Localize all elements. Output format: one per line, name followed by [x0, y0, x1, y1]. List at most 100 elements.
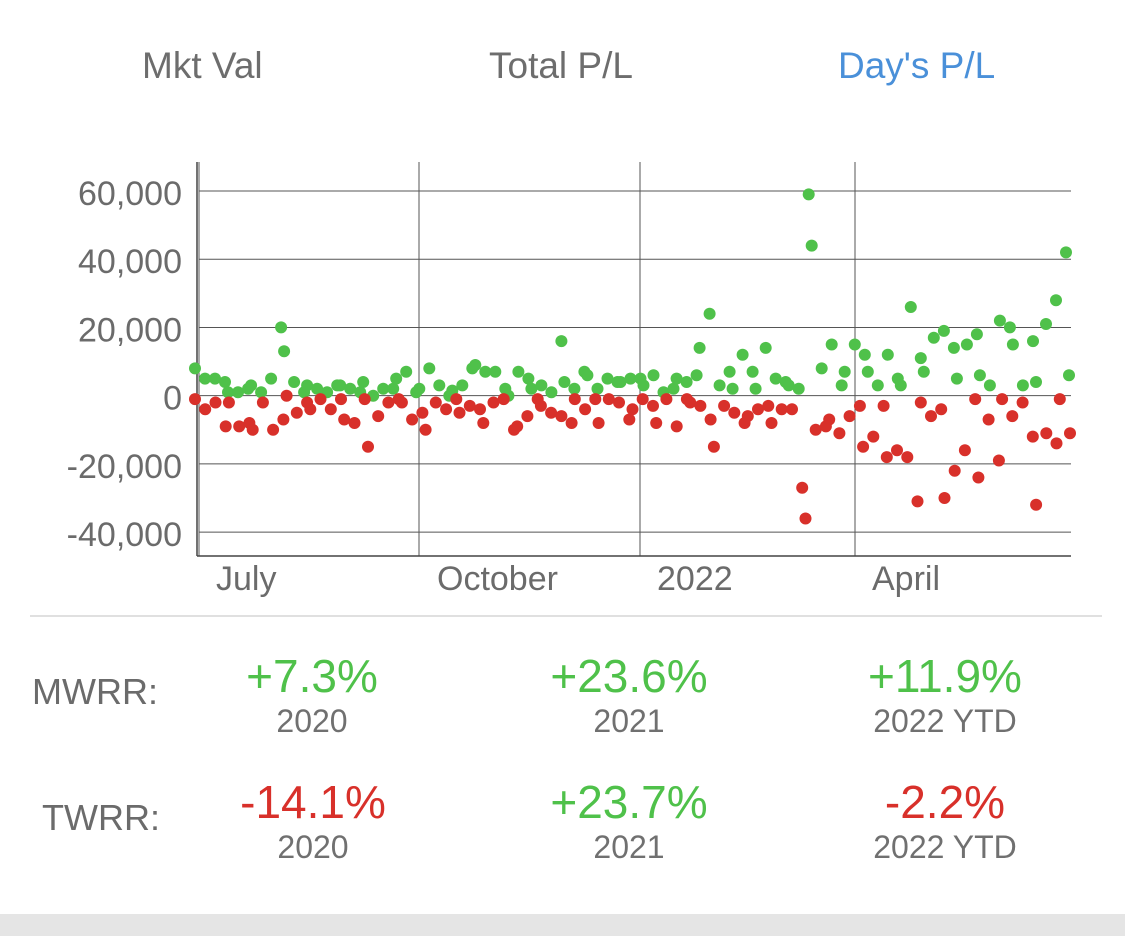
chart-axes	[196, 162, 1071, 557]
gain-point	[522, 372, 535, 385]
loss-point	[246, 423, 259, 436]
gain-point	[881, 348, 894, 361]
loss-point	[752, 403, 764, 416]
gain-point	[1040, 318, 1052, 330]
loss-point	[450, 393, 463, 406]
loss-point	[219, 420, 232, 433]
gain-point	[387, 382, 400, 395]
mwrr-2022-ytd: +11.9% 2022 YTD	[815, 650, 1075, 740]
gain-point	[1063, 369, 1075, 382]
gain-point	[479, 365, 492, 378]
loss-point	[623, 413, 636, 426]
gain-point	[334, 379, 347, 392]
twrr-label: TWRR:	[42, 797, 160, 838]
loss-point	[684, 396, 697, 409]
loss-point	[1030, 498, 1043, 511]
gain-point	[581, 369, 594, 382]
loss-point	[901, 451, 914, 464]
loss-point	[809, 423, 822, 436]
gain-point	[861, 365, 874, 378]
gain-point	[670, 372, 683, 385]
mwrr-2022-ytd-value: +11.9%	[868, 650, 1022, 702]
loss-point	[880, 451, 893, 464]
loss-point	[948, 464, 961, 477]
gain-point	[232, 386, 244, 399]
gain-point	[265, 372, 278, 385]
loss-point	[1040, 427, 1053, 440]
x-axis-ticks: July October 2022 April	[216, 560, 940, 598]
gain-point	[1030, 376, 1042, 388]
loss-point	[521, 410, 534, 423]
loss-point	[511, 420, 524, 433]
loss-point	[545, 406, 558, 419]
loss-point	[1016, 396, 1029, 409]
y-tick-label: 60,000	[78, 175, 182, 213]
x-tick-label: October	[437, 560, 558, 598]
loss-point	[1026, 430, 1039, 443]
gain-point	[423, 362, 436, 375]
loss-point	[853, 399, 866, 412]
gain-point	[400, 365, 413, 378]
loss-point	[843, 410, 856, 423]
loss-point	[636, 393, 649, 406]
loss-point	[256, 396, 269, 409]
gain-point	[937, 324, 950, 337]
gain-point	[726, 382, 739, 395]
gain-point	[568, 382, 581, 395]
loss-point	[534, 399, 547, 412]
gain-point	[413, 382, 426, 395]
gain-point	[917, 365, 930, 378]
mwrr-2022-ytd-year: 2022 YTD	[873, 703, 1017, 739]
gain-point	[815, 362, 828, 375]
loss-point	[579, 403, 592, 416]
loss-point	[799, 512, 812, 525]
loss-point	[589, 393, 602, 406]
gain-point	[947, 341, 960, 354]
loss-point	[335, 393, 347, 406]
loss-point	[372, 410, 385, 423]
gain-point	[555, 335, 568, 348]
gain-point	[591, 382, 604, 395]
twrr-2021-year: 2021	[593, 829, 665, 865]
gain-point	[950, 372, 963, 385]
loss-point	[314, 393, 327, 406]
loss-point	[395, 396, 408, 409]
tab-mkt-val[interactable]: Mkt Val	[142, 45, 263, 86]
tab-total-pl[interactable]: Total P/L	[489, 45, 633, 86]
mwrr-2020-year: 2020	[276, 703, 348, 739]
gain-point	[970, 328, 983, 341]
gain-point	[1027, 335, 1039, 348]
mwrr-label: MWRR:	[32, 671, 158, 712]
loss-point	[996, 393, 1009, 406]
loss-point	[891, 444, 903, 457]
tab-days-pl[interactable]: Day's P/L	[838, 45, 996, 86]
mwrr-2021-year: 2021	[593, 703, 665, 739]
loss-point	[222, 396, 235, 409]
loss-point	[867, 430, 880, 443]
loss-point	[277, 413, 290, 426]
gain-point	[703, 307, 716, 320]
y-tick-label: -20,000	[67, 448, 182, 486]
loss-point	[568, 393, 581, 406]
gain-point	[769, 372, 782, 385]
gain-point	[759, 341, 772, 354]
loss-point	[613, 396, 625, 409]
gain-point	[390, 372, 403, 385]
gain-point	[693, 341, 706, 354]
loss-point	[487, 396, 500, 409]
loss-point	[796, 481, 809, 494]
gain-point	[960, 338, 973, 351]
loss-point	[199, 403, 212, 416]
loss-point	[972, 471, 985, 484]
loss-point	[1053, 393, 1066, 406]
loss-point	[775, 403, 788, 416]
gain-point	[1006, 338, 1019, 351]
gain-point	[1050, 294, 1062, 307]
loss-point	[833, 427, 846, 440]
mwrr-2021-value: +23.6%	[550, 650, 708, 702]
gain-point	[792, 382, 805, 395]
loss-point	[477, 417, 490, 429]
loss-point	[626, 403, 639, 416]
gain-point	[647, 369, 660, 382]
gain-point	[614, 376, 627, 388]
